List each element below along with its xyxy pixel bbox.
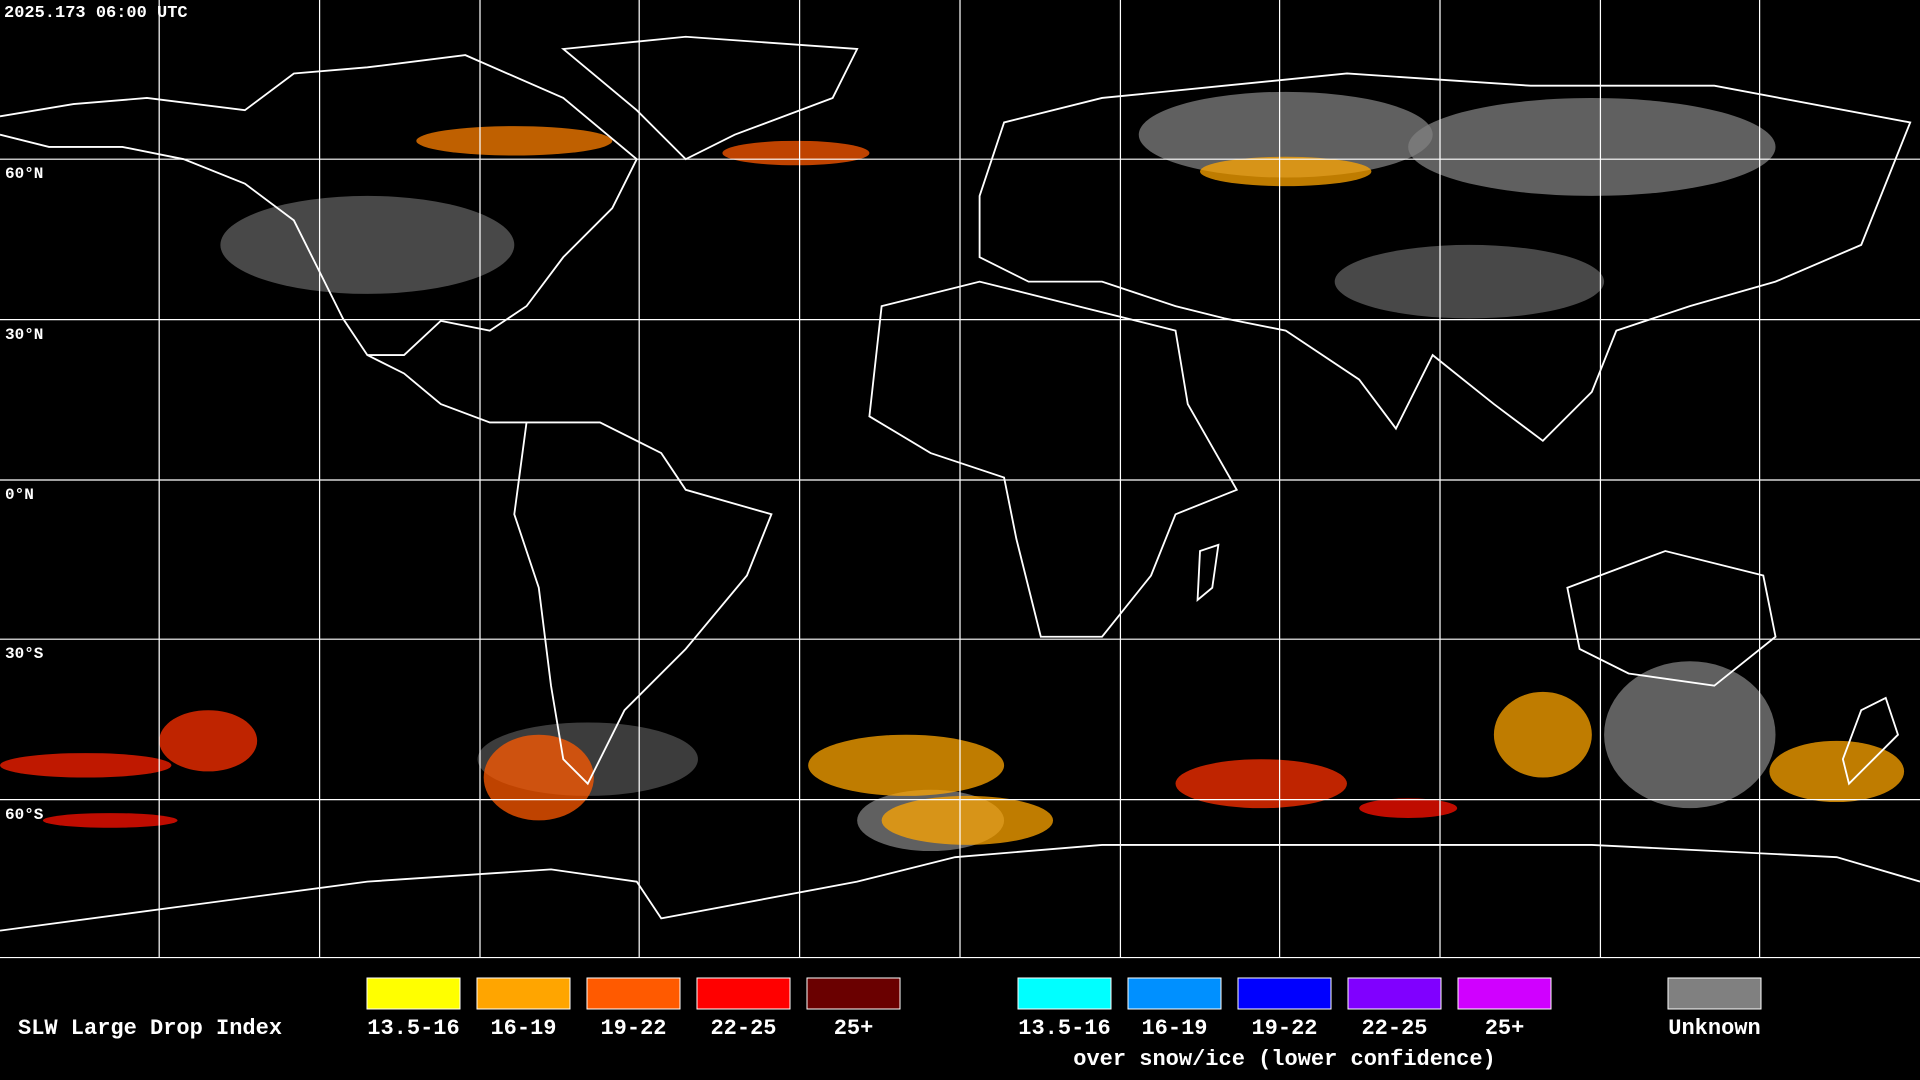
legend-swatch — [1127, 977, 1222, 1010]
legend-swatch — [476, 977, 571, 1010]
legend-swatch — [586, 977, 681, 1010]
timestamp: 2025.173 06:00 UTC — [4, 4, 188, 23]
legend-swatch — [1237, 977, 1332, 1010]
legend-label: 16-19 — [1141, 1016, 1207, 1041]
legend-label: 25+ — [834, 1016, 874, 1041]
legend-label: 19-22 — [600, 1016, 666, 1041]
latitude-label: 30°N — [5, 326, 43, 344]
latitude-label: 60°S — [5, 806, 44, 824]
latitude-label: 60°N — [5, 165, 43, 183]
legend-label: 13.5-16 — [1018, 1016, 1110, 1041]
graticule — [0, 0, 1920, 959]
legend-label: 22-25 — [710, 1016, 776, 1041]
legend-swatch — [806, 977, 901, 1010]
legend-swatch — [696, 977, 791, 1010]
latitude-label: 0°N — [5, 486, 34, 504]
map — [0, 0, 1920, 959]
latitude-label: 30°S — [5, 645, 44, 663]
legend-label: 16-19 — [490, 1016, 556, 1041]
legend-swatch — [1017, 977, 1112, 1010]
legend-label: 13.5-16 — [367, 1016, 459, 1041]
legend-label: 25+ — [1485, 1016, 1525, 1041]
legend-swatch — [1347, 977, 1442, 1010]
legend-label: Unknown — [1668, 1016, 1760, 1041]
coastlines — [0, 35, 1920, 932]
legend-swatch — [1457, 977, 1552, 1010]
legend-label: 22-25 — [1361, 1016, 1427, 1041]
cloud-field — [0, 91, 1905, 852]
legend-swatch — [366, 977, 461, 1010]
legend-caption: over snow/ice (lower confidence) — [1073, 1047, 1495, 1072]
legend-title: SLW Large Drop Index — [18, 1016, 282, 1041]
legend-label: 19-22 — [1251, 1016, 1317, 1041]
legend-swatch — [1667, 977, 1762, 1010]
